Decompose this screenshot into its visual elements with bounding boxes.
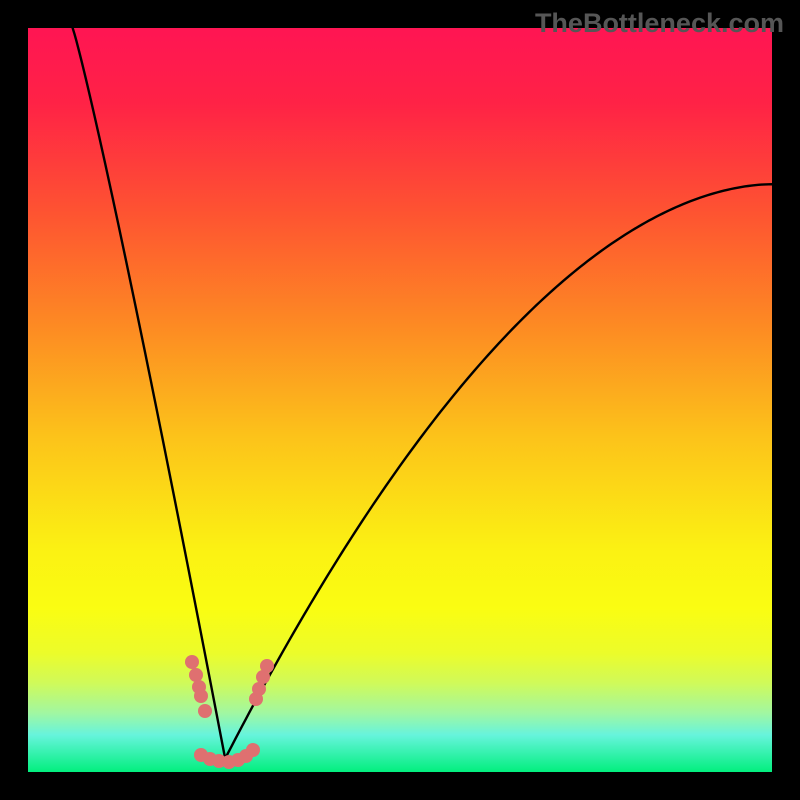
marker-dot [185, 655, 199, 669]
marker-dot [252, 682, 266, 696]
marker-dot [194, 689, 208, 703]
watermark-text: TheBottleneck.com [535, 8, 784, 39]
chart-frame: TheBottleneck.com [0, 0, 800, 800]
marker-dot [246, 743, 260, 757]
marker-dot [198, 704, 212, 718]
curve-layer [0, 0, 800, 800]
v-curve [73, 28, 772, 759]
marker-dot [260, 659, 274, 673]
